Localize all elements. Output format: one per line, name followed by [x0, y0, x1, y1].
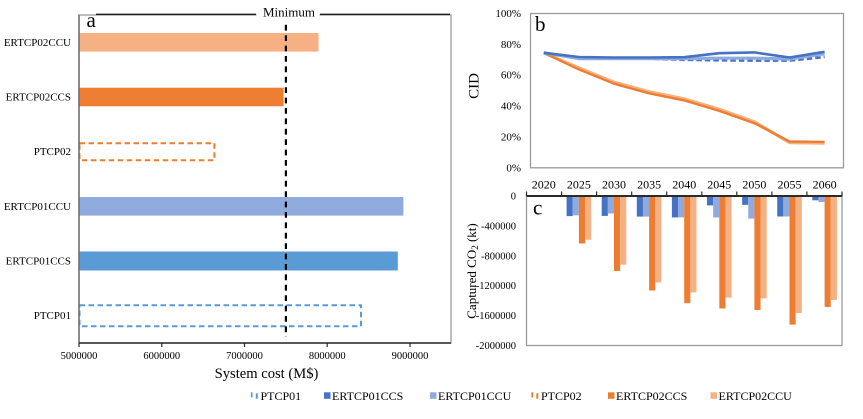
svg-text:CID: CID	[466, 73, 482, 99]
svg-text:c: c	[533, 196, 542, 220]
svg-text:ERTCP01CCS: ERTCP01CCS	[332, 389, 403, 403]
svg-text:2060: 2060	[813, 178, 837, 192]
svg-text:a: a	[87, 8, 97, 32]
svg-text:2025: 2025	[567, 178, 591, 192]
svg-text:2020: 2020	[532, 178, 556, 192]
svg-text:2055: 2055	[778, 178, 802, 192]
svg-text:0: 0	[511, 192, 516, 203]
svg-text:Minimum: Minimum	[263, 5, 315, 20]
svg-text:2030: 2030	[602, 178, 626, 192]
svg-text:ERTCP02CCU: ERTCP02CCU	[719, 389, 793, 403]
svg-text:2050: 2050	[742, 178, 766, 192]
svg-text:5000000: 5000000	[61, 351, 98, 362]
svg-text:ERTCP01CCS: ERTCP01CCS	[6, 256, 71, 268]
svg-text:8000000: 8000000	[309, 351, 346, 362]
svg-text:7000000: 7000000	[226, 351, 263, 362]
svg-text:PTCP02: PTCP02	[541, 389, 582, 403]
svg-text:2040: 2040	[672, 178, 696, 192]
svg-text:ERTCP02CCS: ERTCP02CCS	[616, 389, 687, 403]
svg-text:-400000: -400000	[481, 221, 516, 232]
svg-text:0%: 0%	[506, 162, 521, 174]
svg-text:ERTCP02CCU: ERTCP02CCU	[4, 37, 71, 49]
svg-text:b: b	[535, 12, 546, 36]
svg-text:20%: 20%	[501, 131, 521, 143]
svg-text:40%: 40%	[501, 101, 521, 113]
svg-text:-1200000: -1200000	[476, 281, 516, 292]
svg-text:100%: 100%	[495, 8, 521, 20]
svg-text:60%: 60%	[501, 70, 521, 82]
svg-text:Captured CO2 (kt): Captured CO2 (kt)	[464, 223, 480, 319]
svg-text:System cost (M$): System cost (M$)	[215, 366, 319, 382]
svg-text:2035: 2035	[637, 178, 661, 192]
svg-text:6000000: 6000000	[143, 351, 180, 362]
svg-text:-2000000: -2000000	[476, 341, 516, 352]
svg-text:9000000: 9000000	[392, 351, 429, 362]
svg-text:ERTCP01CCU: ERTCP01CCU	[4, 201, 71, 213]
svg-text:PTCP02: PTCP02	[34, 146, 71, 158]
svg-text:PTCP01: PTCP01	[261, 389, 302, 403]
svg-text:ERTCP02CCS: ERTCP02CCS	[6, 92, 71, 104]
svg-text:ERTCP01CCU: ERTCP01CCU	[438, 389, 512, 403]
svg-text:-800000: -800000	[481, 251, 516, 262]
svg-text:-1600000: -1600000	[476, 311, 516, 322]
svg-text:PTCP01: PTCP01	[34, 310, 71, 322]
svg-text:80%: 80%	[501, 39, 521, 51]
svg-text:2045: 2045	[707, 178, 731, 192]
